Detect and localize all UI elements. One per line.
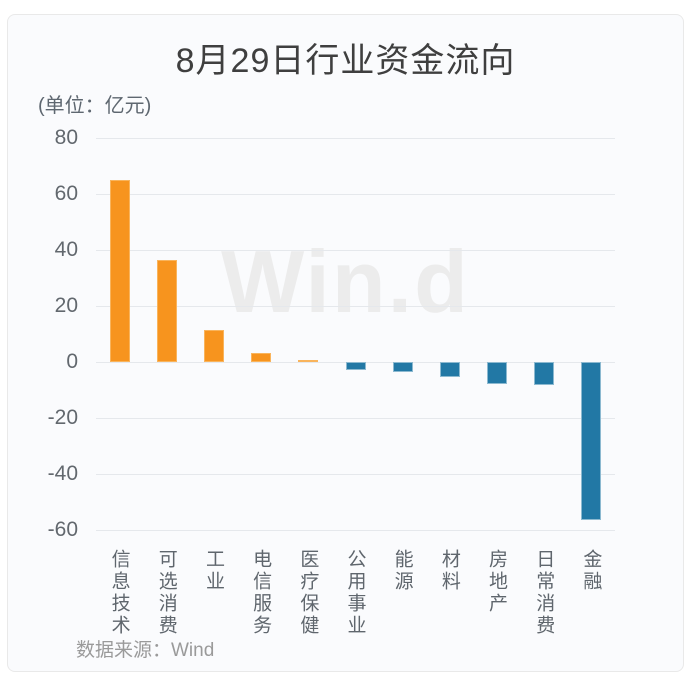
x-axis-category-label: 电信服务 [250,549,272,637]
x-axis-category-label: 房地产 [486,549,508,615]
unit-label: (单位：亿元) [38,95,152,117]
chart-title: 8月29日行业资金流向 [175,42,516,80]
gridline [96,306,615,307]
gridline [96,418,615,419]
bar-日常消费 [534,362,555,386]
data-source-label: 数据来源：Wind [76,640,215,661]
y-axis-tick-label: 20 [54,294,78,317]
y-axis-tick-label: 40 [54,238,78,261]
bar-房地产 [487,362,508,384]
bar-信息技术 [109,180,130,362]
y-axis-tick-label: 80 [54,126,78,149]
x-axis-category-label: 材料 [438,549,460,593]
x-axis-category-label: 能源 [391,549,413,593]
gridline [96,530,615,531]
y-axis-tick-label: 60 [54,182,78,205]
chart-card: 8月29日行业资金流向 (单位：亿元) Win.d 80 60 40 20 0 -20 -4… [7,14,684,672]
bar-金融 [581,362,602,521]
y-axis-tick-label: -20 [47,406,78,429]
x-axis-category-label: 可选消费 [155,549,177,637]
bar-材料 [439,362,460,377]
bar-工业 [203,329,224,362]
bar-电信服务 [251,353,272,362]
gridline [96,138,615,139]
x-axis-category-label: 日常消费 [533,549,555,637]
x-axis-category-label: 金融 [580,549,602,593]
x-axis-category-label: 信息技术 [108,549,130,637]
gridline [96,474,615,475]
x-axis-category-label: 公用事业 [344,549,366,637]
bar-能源 [392,362,413,373]
x-axis-category-label: 医疗保健 [297,549,319,637]
gridline [96,194,615,195]
bar-公用事业 [345,362,366,370]
bar-医疗保健 [298,359,319,362]
y-axis-tick-label: -60 [47,518,78,541]
wind-watermark: Win.d [221,232,470,331]
x-axis-category-label: 工业 [202,549,224,593]
bar-可选消费 [156,260,177,362]
y-axis-tick-label: 0 [66,350,78,373]
gridline [96,250,615,251]
bar-chart-plot: 80 60 40 20 0 -20 -40 -60 信息技术 可选消费 工业 电信服务 医疗保健 公用事业… [8,15,683,671]
y-axis-tick-label: -40 [47,462,78,485]
